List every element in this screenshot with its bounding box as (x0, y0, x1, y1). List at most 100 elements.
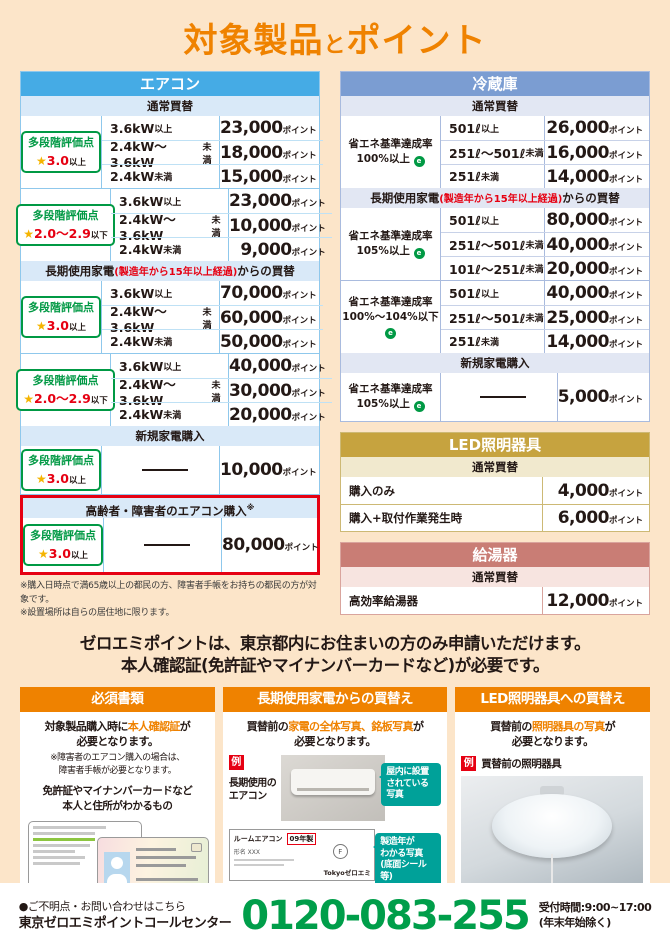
capacity-cell: 2.4kW 未満 (111, 403, 229, 426)
no-capacity-dash (141, 469, 188, 471)
points-cell: 14,000ポイント (546, 166, 643, 187)
aircon-table: エアコン 通常買替 多段階評価点 ★3.0以上 3.6kW 以上 23,000ポイ… (16, 71, 332, 495)
aircon-group-normal-high: 多段階評価点 ★3.0以上 3.6kW 以上 23,000ポイント 2.4kW〜3… (21, 116, 323, 188)
footnote: ※設置場所は自らの居住地に限ります。 (20, 608, 175, 618)
mynumber-card (96, 837, 209, 884)
points-cell: 9,000ポイント (240, 239, 326, 260)
table-row: 購入+取付作業発生時 6,000ポイント (341, 504, 649, 531)
tables-area: エアコン 通常買替 多段階評価点 ★3.0以上 3.6kW 以上 23,000ポイ… (0, 71, 670, 621)
points-cell: 40,000ポイント (546, 234, 643, 255)
item-label: 高効率給湯器 (341, 587, 543, 614)
table-row: 2.4kW〜3.6kW 未満 60,000ポイント (102, 304, 323, 335)
rating-badge: 多段階評価点 ★3.0以上 (23, 524, 103, 566)
fridge-band-new: 新規家電購入 (341, 353, 649, 373)
water-heater-table: 給湯器 通常買替 高効率給湯器 12,000ポイント (340, 542, 650, 615)
contact-footer: ●ご不明点・お問い合わせはこちら 東京ゼロエミポイントコールセンター 0120-… (0, 883, 670, 949)
points-cell: 18,000ポイント (220, 142, 317, 163)
example-label: 買替前の照明器具 (481, 757, 562, 770)
call-center-name: 東京ゼロエミポイントコールセンター (18, 915, 232, 931)
office-hours-note: (年末年始除く) (538, 916, 612, 929)
points-cell: 40,000ポイント (229, 356, 326, 376)
table-row: 高効率給湯器 12,000ポイント (341, 587, 649, 614)
table-row: 2.4kW〜3.6kW 未満 30,000ポイント (111, 377, 332, 408)
led-table-title: LED照明器具 (341, 433, 649, 457)
light-dome-illustration (492, 793, 613, 858)
aircon-group-longuse-low: 多段階評価点 ★2.0〜2.9以下 3.6kW 以上 40,000ポイント 2.4… (16, 353, 332, 426)
capacity-cell: 2.4kW 未満 (111, 238, 229, 261)
fridge-group-longuse-100: 省エネ基準達成率 100%〜104%以下 e 501ℓ 以上 40,000ポイント… (341, 280, 649, 353)
points-cell: 10,000ポイント (229, 215, 326, 236)
aircon-band-senior: 高齢者・障害者のエアコン購入※ (23, 498, 317, 518)
eco-rate-label: 省エネ基準達成率 100%以上 e (348, 138, 433, 167)
star-icon: ★ (36, 154, 47, 168)
fridge-band-longuse: 長期使用家電(製造年から15年以上経過)からの買替 (341, 188, 649, 208)
capacity-cell (104, 518, 222, 572)
no-capacity-dash (143, 544, 190, 546)
capacity-cell: 501ℓ 以上 (441, 281, 545, 305)
points-cell: 20,000ポイント (229, 404, 326, 425)
manufacture-year-label: 09年製 (286, 832, 317, 845)
table-row: 2.4kW〜3.6kW 未満 10,000ポイント (111, 212, 332, 243)
eco-rate-label: 省エネ基準達成率 105%以上 e (348, 230, 433, 259)
table-row: 3.6kW 以上 23,000ポイント (102, 116, 323, 140)
points-cell: 40,000ポイント (546, 283, 643, 303)
capacity-cell (441, 373, 558, 421)
star-icon: ★ (36, 319, 47, 333)
pull-cord (551, 853, 553, 884)
table-row: 251ℓ 未満 14,000ポイント (441, 329, 649, 353)
rating-badge: 多段階評価点 ★3.0以上 (21, 449, 101, 491)
panel-header: 必須書類 (20, 687, 215, 713)
led-band-normal: 通常買替 (341, 457, 649, 477)
indoor-photo-callout: 屋内に設置 されている 写真 (379, 762, 442, 806)
panel-header: 長期使用家電からの買替え (222, 687, 448, 713)
points-cell: 25,000ポイント (546, 307, 643, 328)
senior-highlight-box: 高齢者・障害者のエアコン購入※ 多段階評価点 ★3.0以上 80,000ポイント (20, 495, 320, 575)
footnote: ※購入日時点で満65歳以上の都民の方、障害者手帳をお持ちの都民の方が対象です。 (20, 581, 317, 605)
fridge-table: 冷蔵庫 通常買替 省エネ基準達成率 100%以上 e 501ℓ 以上 26,000… (340, 71, 650, 422)
capacity-cell: 251ℓ〜501ℓ 未満 (441, 233, 545, 256)
rating-badge: 多段階評価点 ★2.0〜2.9以下 (16, 369, 115, 411)
capacity-cell: 2.4kW〜3.6kW 未満 (102, 139, 220, 170)
capacity-cell: 101ℓ〜251ℓ 未満 (441, 257, 545, 280)
capacity-cell: 2.4kW〜3.6kW 未満 (111, 377, 229, 408)
table-row: 80,000ポイント (104, 518, 325, 572)
page-title: 対象製品とポイント (0, 0, 670, 62)
item-label: 購入+取付作業発生時 (341, 505, 543, 531)
aircon-band-new: 新規家電購入 (21, 426, 319, 446)
capacity-cell: 3.6kW 以上 (102, 116, 220, 140)
maker-logo-icon: F (332, 843, 348, 859)
panel-required-docs: 必須書類 対象製品購入時に本人確認証が 必要となります。 ※障害者のエアコン購入… (20, 687, 215, 884)
aircon-table-title: エアコン (21, 72, 319, 96)
star-icon: ★ (23, 392, 34, 406)
table-row: 2.4kW 未満 20,000ポイント (111, 402, 332, 426)
capacity-cell: 251ℓ 未満 (441, 330, 545, 353)
mynumber-photo (103, 852, 130, 884)
capacity-cell: 251ℓ〜501ℓ 未満 (441, 141, 545, 164)
capacity-cell: 3.6kW 以上 (111, 354, 229, 378)
points-cell: 60,000ポイント (220, 307, 317, 328)
capacity-cell: 3.6kW 以上 (111, 189, 229, 213)
table-row: 購入のみ 4,000ポイント (341, 477, 649, 504)
rating-badge: 多段階評価点 ★3.0以上 (21, 296, 101, 338)
right-column: 冷蔵庫 通常買替 省エネ基準達成率 100%以上 e 501ℓ 以上 26,000… (340, 71, 650, 621)
rating-badge: 多段階評価点 ★2.0〜2.9以下 (16, 204, 115, 246)
capacity-cell: 251ℓ 未満 (441, 165, 545, 188)
capacity-cell: 2.4kW 未満 (102, 165, 220, 188)
points-cell: 4,000ポイント (557, 480, 643, 501)
message-line: 本人確認証(免許証やマイナンバーカードなど)が必要です。 (120, 655, 550, 675)
table-row: 251ℓ〜501ℓ 未満 40,000ポイント (441, 232, 649, 256)
points-cell: 23,000ポイント (220, 118, 317, 138)
star-icon: ★ (23, 227, 34, 241)
aircon-group-new: 多段階評価点 ★3.0以上 10,000ポイント (21, 446, 319, 494)
points-cell: 80,000ポイント (222, 535, 319, 555)
table-row: 2.4kW 未満 9,000ポイント (111, 237, 332, 261)
example-label: 長期使用の エアコン (228, 777, 277, 803)
capacity-cell: 2.4kW〜3.6kW 未満 (102, 304, 220, 335)
fridge-table-title: 冷蔵庫 (341, 72, 649, 96)
energy-saving-mark-icon: e (385, 327, 396, 339)
heater-band-normal: 通常買替 (341, 567, 649, 587)
example-badge: 例 (461, 755, 477, 771)
aircon-footnotes: ※購入日時点で満65歳以上の都民の方、障害者手帳をお持ちの都民の方が対象です。 … (20, 580, 320, 621)
message-line: ゼロエミポイントは、東京都内にお住まいの方のみ申請いただけます。 (79, 633, 591, 653)
